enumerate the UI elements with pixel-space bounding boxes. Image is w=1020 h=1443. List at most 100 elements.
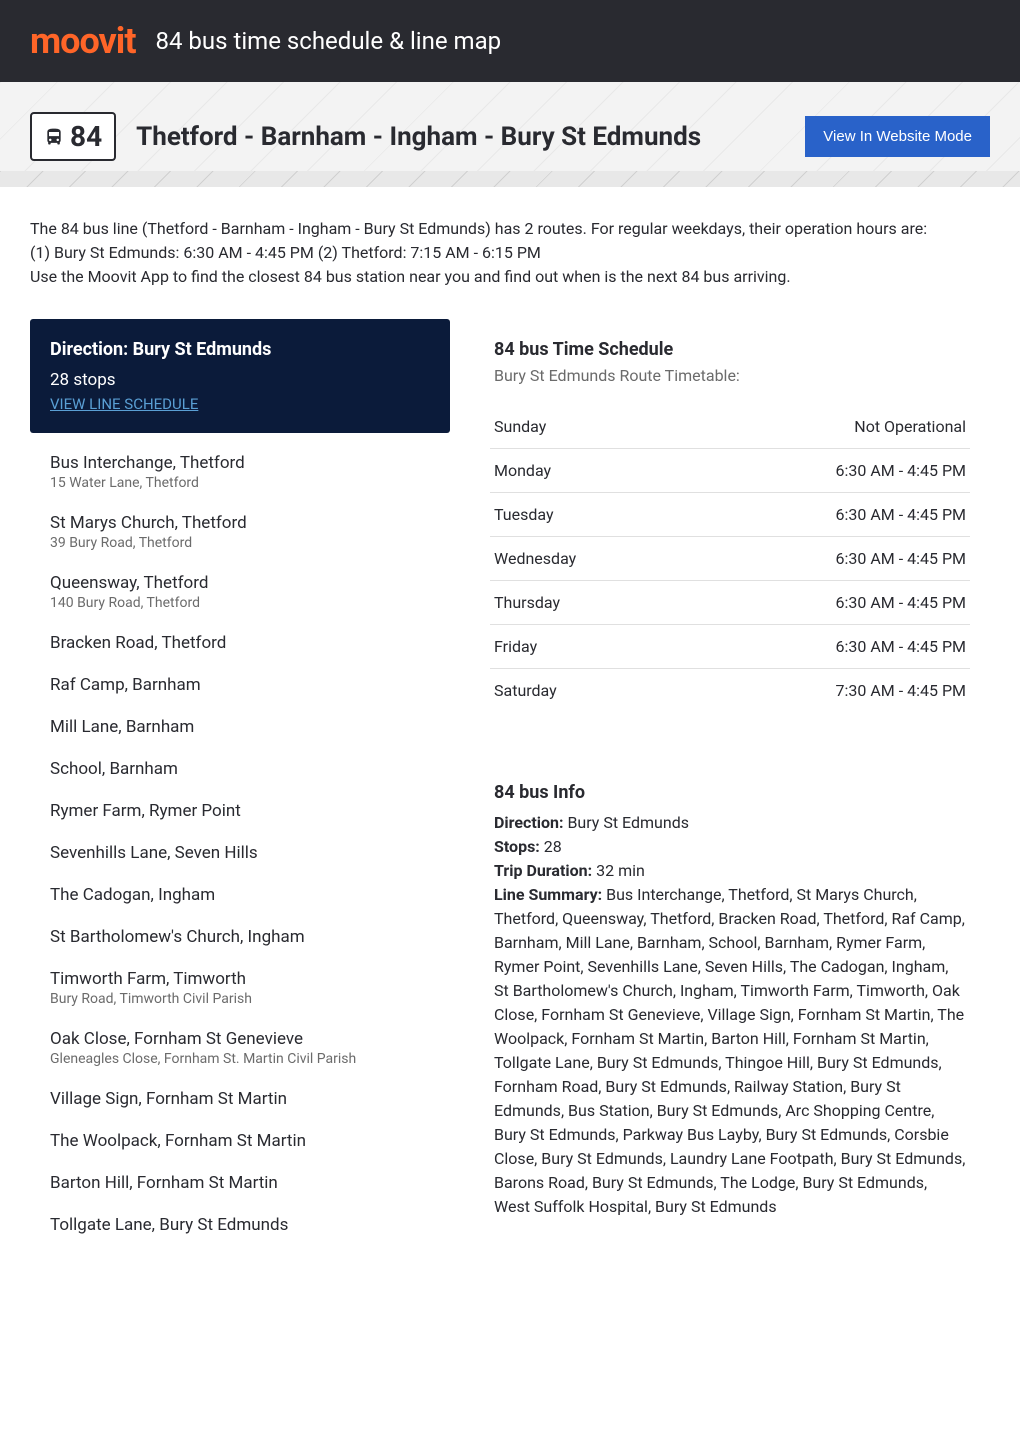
stop-name: Tollgate Lane, Bury St Edmunds [50,1215,430,1235]
stop-name: Raf Camp, Barnham [50,675,430,695]
stop-address: 140 Bury Road, Thetford [50,595,430,611]
schedule-day: Friday [490,625,679,669]
stop-name: St Marys Church, Thetford [50,513,430,533]
stop-item: Barton Hill, Fornham St Martin [50,1173,430,1193]
stop-name: Village Sign, Fornham St Martin [50,1089,430,1109]
schedule-day: Saturday [490,669,679,713]
info-direction-label: Direction: [494,813,563,832]
main-content: Direction: Bury St Edmunds 28 stops VIEW… [0,319,1020,1307]
schedule-day: Thursday [490,581,679,625]
stop-name: The Woolpack, Fornham St Martin [50,1131,430,1151]
stop-name: Timworth Farm, Timworth [50,969,430,989]
direction-heading: Direction: Bury St Edmunds [50,339,430,360]
schedule-hours: 6:30 AM - 4:45 PM [679,493,970,537]
schedule-row: SundayNot Operational [490,405,970,449]
schedule-day: Wednesday [490,537,679,581]
route-badge-title-group: 84 Thetford - Barnham - Ingham - Bury St… [30,112,701,161]
info-card: 84 bus Info Direction: Bury St Edmunds S… [490,782,970,1219]
info-direction: Direction: Bury St Edmunds [494,811,966,835]
schedule-row: Monday6:30 AM - 4:45 PM [490,449,970,493]
info-title: 84 bus Info [494,782,966,803]
info-stops-value: 28 [540,837,562,856]
stop-name: Rymer Farm, Rymer Point [50,801,430,821]
stop-address: Bury Road, Timworth Civil Parish [50,991,430,1007]
route-header: 84 Thetford - Barnham - Ingham - Bury St… [0,82,1020,171]
stop-item: Oak Close, Fornham St Genevieve Gleneagle… [50,1029,430,1067]
stop-item: Timworth Farm, Timworth Bury Road, Timwor… [50,969,430,1007]
stop-name: Bracken Road, Thetford [50,633,430,653]
info-duration-label: Trip Duration: [494,861,592,880]
stop-name: Oak Close, Fornham St Genevieve [50,1029,430,1049]
stop-item: Rymer Farm, Rymer Point [50,801,430,821]
stop-item: Queensway, Thetford 140 Bury Road, Thetfo… [50,573,430,611]
schedule-hours: 6:30 AM - 4:45 PM [679,537,970,581]
stop-name: Queensway, Thetford [50,573,430,593]
stop-item: Mill Lane, Barnham [50,717,430,737]
intro-line-2: (1) Bury St Edmunds: 6:30 AM - 4:45 PM (… [30,241,990,265]
schedule-day: Sunday [490,405,679,449]
intro-line-3: Use the Moovit App to find the closest 8… [30,265,990,289]
stop-name: Sevenhills Lane, Seven Hills [50,843,430,863]
stop-item: Sevenhills Lane, Seven Hills [50,843,430,863]
schedule-day: Monday [490,449,679,493]
schedule-row: Friday6:30 AM - 4:45 PM [490,625,970,669]
info-duration-value: 32 min [592,861,645,880]
view-schedule-link[interactable]: VIEW LINE SCHEDULE [50,395,198,413]
info-summary-value: Bus Interchange, Thetford, St Marys Chur… [494,885,965,1216]
schedule-hours: 7:30 AM - 4:45 PM [679,669,970,713]
schedule-row: Saturday7:30 AM - 4:45 PM [490,669,970,713]
schedule-row: Thursday6:30 AM - 4:45 PM [490,581,970,625]
stop-item: St Bartholomew's Church, Ingham [50,927,430,947]
bus-icon [44,127,64,147]
info-summary-label: Line Summary: [494,885,602,904]
schedule-row: Tuesday6:30 AM - 4:45 PM [490,493,970,537]
page-title: 84 bus time schedule & line map [156,27,502,55]
schedule-title: 84 bus Time Schedule [490,339,970,360]
route-number: 84 [70,120,102,153]
direction-panel: Direction: Bury St Edmunds 28 stops VIEW… [30,319,450,433]
intro-line-1: The 84 bus line (Thetford - Barnham - In… [30,217,990,241]
stop-item: St Marys Church, Thetford 39 Bury Road, T… [50,513,430,551]
stop-name: Barton Hill, Fornham St Martin [50,1173,430,1193]
stop-item: Bus Interchange, Thetford 15 Water Lane, … [50,453,430,491]
stop-address: 15 Water Lane, Thetford [50,475,430,491]
pattern-divider [0,171,1020,187]
stop-name: Bus Interchange, Thetford [50,453,430,473]
schedule-hours: 6:30 AM - 4:45 PM [679,581,970,625]
schedule-table: SundayNot OperationalMonday6:30 AM - 4:4… [490,405,970,712]
schedule-hours: Not Operational [679,405,970,449]
route-badge: 84 [30,112,116,161]
stop-address: Gleneagles Close, Fornham St. Martin Civ… [50,1051,430,1067]
schedule-day: Tuesday [490,493,679,537]
stop-name: The Cadogan, Ingham [50,885,430,905]
info-duration: Trip Duration: 32 min [494,859,966,883]
route-title: Thetford - Barnham - Ingham - Bury St Ed… [136,122,701,152]
stop-item: The Cadogan, Ingham [50,885,430,905]
stops-count: 28 stops [50,370,430,390]
stop-name: St Bartholomew's Church, Ingham [50,927,430,947]
stop-item: School, Barnham [50,759,430,779]
intro-text: The 84 bus line (Thetford - Barnham - In… [0,187,1020,319]
stop-name: Mill Lane, Barnham [50,717,430,737]
info-stops: Stops: 28 [494,835,966,859]
view-website-mode-button[interactable]: View In Website Mode [805,116,990,157]
schedule-hours: 6:30 AM - 4:45 PM [679,625,970,669]
stop-item: Village Sign, Fornham St Martin [50,1089,430,1109]
schedule-hours: 6:30 AM - 4:45 PM [679,449,970,493]
stop-item: Raf Camp, Barnham [50,675,430,695]
info-summary: Line Summary: Bus Interchange, Thetford,… [494,883,966,1219]
header-bar: moovit 84 bus time schedule & line map [0,0,1020,82]
stop-name: School, Barnham [50,759,430,779]
info-direction-value: Bury St Edmunds [563,813,689,832]
stop-address: 39 Bury Road, Thetford [50,535,430,551]
left-column: Direction: Bury St Edmunds 28 stops VIEW… [30,319,450,1277]
schedule-row: Wednesday6:30 AM - 4:45 PM [490,537,970,581]
schedule-card: 84 bus Time Schedule Bury St Edmunds Rou… [490,319,970,732]
stop-item: Tollgate Lane, Bury St Edmunds [50,1215,430,1235]
stops-list: Bus Interchange, Thetford 15 Water Lane, … [30,433,450,1277]
stop-item: The Woolpack, Fornham St Martin [50,1131,430,1151]
stop-item: Bracken Road, Thetford [50,633,430,653]
right-column: 84 bus Time Schedule Bury St Edmunds Rou… [490,319,970,1277]
schedule-subtitle: Bury St Edmunds Route Timetable: [490,366,970,385]
info-stops-label: Stops: [494,837,540,856]
